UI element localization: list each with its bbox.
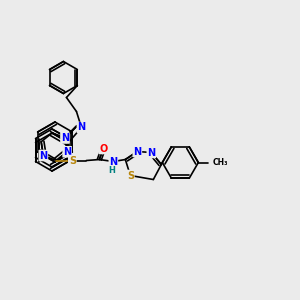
Text: CH₃: CH₃: [212, 158, 228, 167]
Text: S: S: [69, 155, 76, 166]
Text: N: N: [39, 151, 47, 160]
Text: N: N: [63, 147, 71, 157]
Text: O: O: [99, 143, 107, 154]
Text: H: H: [108, 166, 115, 175]
Text: N: N: [147, 148, 155, 158]
Text: N: N: [77, 122, 86, 133]
Text: N: N: [61, 133, 69, 143]
Text: N: N: [133, 146, 141, 157]
Text: N: N: [109, 157, 117, 166]
Text: S: S: [127, 170, 134, 181]
